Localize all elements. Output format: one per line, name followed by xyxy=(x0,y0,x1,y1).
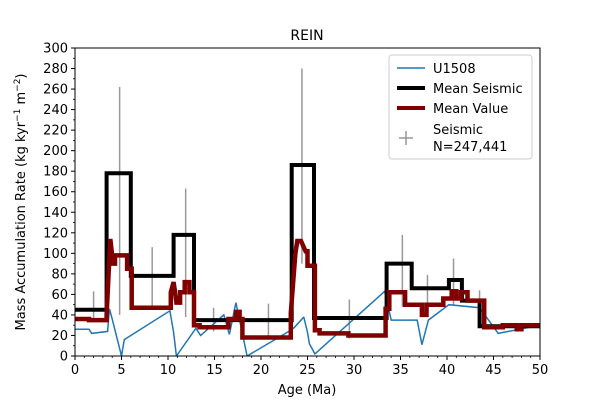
x-tick-label: 40 xyxy=(439,363,456,378)
y-tick-label: 240 xyxy=(43,103,68,118)
y-axis: 0 20 40 60 80 100 120 140 160 180 200 220 240 260 280 3… xyxy=(43,42,75,365)
legend-label-mean-value: Mean Value xyxy=(433,102,508,117)
y-tick-label: 80 xyxy=(51,267,68,282)
y-axis-label-exp1: −1 xyxy=(13,109,23,122)
legend-swatch-seismic xyxy=(399,131,413,145)
legend-label-seismic-count: N=247,441 xyxy=(433,140,507,155)
y-tick-label: 100 xyxy=(43,247,68,262)
legend-label-seismic: Seismic xyxy=(433,123,483,138)
mean-value-line xyxy=(75,238,540,340)
y-tick-label: 180 xyxy=(43,165,68,180)
x-tick-label: 20 xyxy=(253,363,270,378)
y-axis-label-main: Mass Accumulation Rate (kg kyr xyxy=(14,121,29,330)
x-tick-label: 50 xyxy=(532,363,549,378)
x-tick-label: 35 xyxy=(392,363,409,378)
y-tick-label: 120 xyxy=(43,226,68,241)
y-tick-label: 260 xyxy=(43,83,68,98)
y-tick-label: 280 xyxy=(43,62,68,77)
x-axis-label: Age (Ma) xyxy=(278,383,337,398)
y-tick-label: 0 xyxy=(60,350,68,365)
y-tick-label: 140 xyxy=(43,206,68,221)
legend: U1508 Mean Seismic Mean Value Seismic N=… xyxy=(388,54,533,160)
y-tick-label: 200 xyxy=(43,144,68,159)
x-tick-label: 15 xyxy=(206,363,223,378)
x-tick-label: 10 xyxy=(160,363,177,378)
y-tick-label: 220 xyxy=(43,124,68,139)
plot-series xyxy=(75,68,540,356)
legend-box xyxy=(388,54,533,160)
y-tick-label: 300 xyxy=(43,42,68,57)
x-tick-label: 25 xyxy=(299,363,316,378)
x-axis: 0 5 10 15 20 25 30 35 40 45 50 xyxy=(71,356,548,378)
x-tick-label: 5 xyxy=(117,363,125,378)
legend-label-u1508: U1508 xyxy=(433,62,476,77)
y-tick-label: 160 xyxy=(43,185,68,200)
y-tick-label: 60 xyxy=(51,288,68,303)
legend-label-mean-seismic: Mean Seismic xyxy=(433,82,523,97)
y-axis-label-unit: m xyxy=(14,92,29,109)
y-tick-label: 40 xyxy=(51,308,68,323)
x-tick-label: 45 xyxy=(485,363,502,378)
x-tick-label: 0 xyxy=(71,363,79,378)
chart-title: REIN xyxy=(290,28,323,44)
x-tick-label: 30 xyxy=(346,363,363,378)
y-tick-label: 20 xyxy=(51,329,68,344)
y-axis-label-close: ) xyxy=(14,73,29,78)
y-axis-label: Mass Accumulation Rate (kg kyr−1 m−2) xyxy=(13,73,29,330)
y-axis-label-exp2: −2 xyxy=(13,79,23,92)
